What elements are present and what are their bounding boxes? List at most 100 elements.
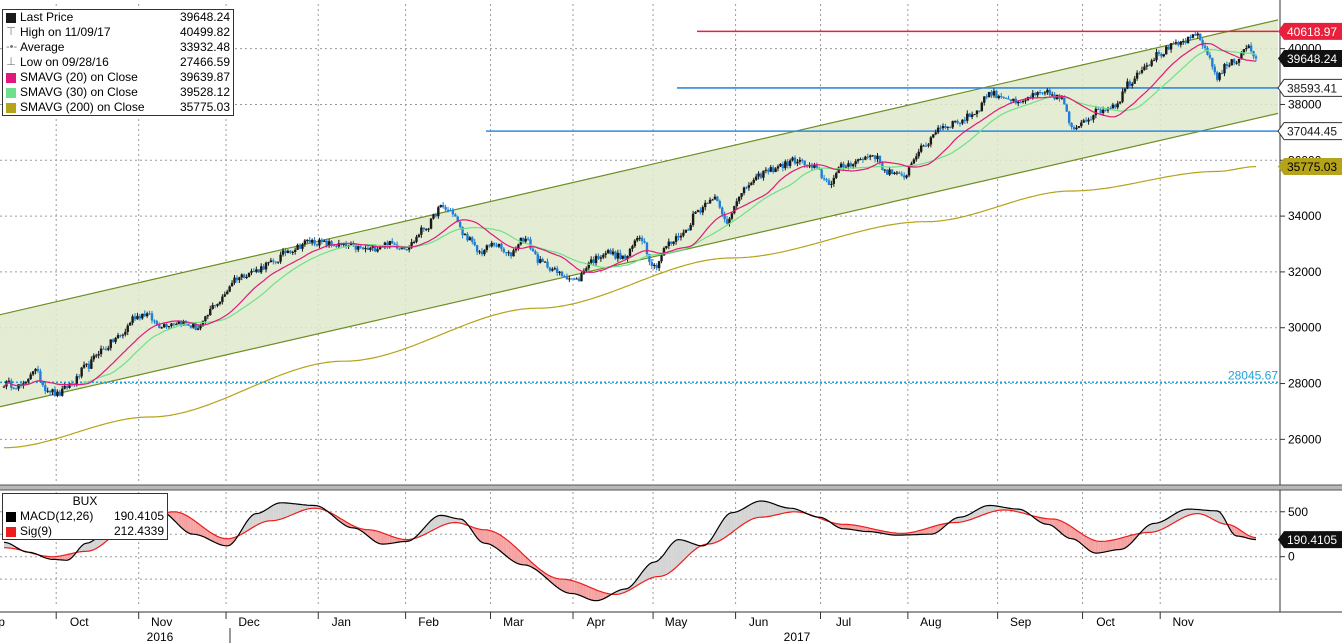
candle-body [689, 224, 692, 231]
macd-divergence-fill [865, 527, 868, 532]
candle-body [835, 172, 838, 178]
macd-divergence-fill [678, 539, 681, 566]
candle-body [866, 156, 869, 158]
macd-divergence-fill [1081, 533, 1084, 546]
macd-divergence-fill [855, 525, 859, 531]
candle-body [136, 315, 139, 320]
candle-body [973, 114, 976, 116]
month-label: Oct [70, 615, 89, 629]
macd-divergence-fill [1112, 539, 1116, 551]
macd-divergence-fill [1057, 519, 1060, 532]
candle-body [810, 165, 814, 168]
macd-divergence-fill [297, 504, 301, 513]
macd-divergence-fill [88, 541, 92, 552]
macd-divergence-fill [263, 509, 267, 523]
candle-body [400, 247, 404, 249]
candle-body [706, 202, 709, 204]
candle-body [825, 179, 828, 181]
candle-body [917, 151, 920, 157]
candle-body [704, 202, 707, 208]
macd-divergence-fill [984, 505, 987, 515]
candle-body [1240, 53, 1243, 60]
macd-divergence-fill [503, 537, 507, 557]
candle-body [801, 159, 804, 161]
legend-label: MACD(12,26) [20, 509, 94, 523]
macd-divergence-fill [489, 530, 492, 546]
macd-divergence-fill [1222, 514, 1225, 525]
macd-divergence-fill [860, 526, 863, 532]
macd-line [3, 500, 1257, 602]
candle-body [1128, 81, 1132, 86]
candle-body [286, 250, 290, 253]
macd-divergence-fill [569, 579, 572, 594]
candle-body [75, 376, 78, 385]
candle-body [670, 241, 673, 244]
candle-body [408, 247, 411, 250]
candle-body [786, 161, 789, 166]
macd-divergence-fill [261, 511, 264, 524]
candle-body [650, 261, 654, 266]
macd-divergence-fill [1061, 521, 1065, 536]
macd-divergence-fill [290, 503, 293, 516]
macd-divergence-fill [753, 501, 757, 519]
price-tick-label: 26000 [1288, 432, 1322, 446]
macd-divergence-fill [190, 518, 194, 535]
price-tick-label: 32000 [1288, 265, 1322, 279]
candle-body [1041, 92, 1044, 94]
macd-divergence-fill [506, 539, 509, 558]
candle-body [699, 210, 702, 213]
candle-body [78, 376, 81, 378]
candle-body [869, 155, 872, 158]
macd-divergence-fill [940, 523, 943, 530]
candle-body [643, 241, 646, 243]
candle-body [111, 339, 115, 342]
candle-body [444, 207, 447, 210]
macd-divergence-fill [921, 529, 924, 535]
candle-body [279, 254, 282, 262]
macd-divergence-fill [1154, 523, 1157, 532]
macd-divergence-fill [1059, 520, 1062, 534]
macd-divergence-fill [1197, 509, 1201, 514]
candle-body [327, 241, 331, 246]
candle-body [1092, 115, 1095, 120]
macd-divergence-fill [656, 559, 660, 577]
macd-divergence-fill [1188, 509, 1191, 516]
candle-body [73, 383, 76, 385]
macd-divergence-fill [1049, 518, 1053, 526]
candle-body [745, 187, 748, 189]
time-axis: Sep Oct Nov Dec Jan Feb Mar Apr May Jun Jul Aug Sep O… [0, 611, 1342, 643]
panel-divider [0, 484, 1342, 491]
candle-body [291, 251, 294, 253]
legend-sma30: SMAVG (30) on Close 39528.12 [3, 85, 233, 100]
macd-divergence-fill [178, 512, 182, 528]
macd-divergence-fill [1149, 523, 1152, 533]
candle-body [679, 235, 683, 238]
macd-divergence-fill [540, 569, 543, 575]
candle-body [56, 391, 59, 396]
legend-label: Sig(9) [20, 524, 53, 538]
candle-body [1157, 52, 1161, 54]
candle-body [497, 243, 501, 247]
candle-body [672, 241, 675, 244]
macd-divergence-fill [1200, 509, 1203, 515]
macd-divergence-fill [644, 566, 647, 582]
macd-divergence-fill [515, 547, 519, 564]
macd-divergence-fill [508, 541, 512, 560]
candle-body [551, 269, 554, 271]
macd-divergence-fill [996, 506, 999, 511]
macd-divergence-fill [212, 533, 216, 543]
macd-divergence-fill [729, 512, 732, 535]
candle-body [44, 385, 47, 392]
candle-body [919, 145, 923, 152]
macd-divergence-fill [93, 538, 97, 550]
candle-body [1215, 72, 1219, 80]
candle-body [1024, 100, 1027, 102]
candle-body [762, 170, 765, 178]
candle-body [187, 323, 190, 326]
candle-body [95, 355, 98, 357]
candle-body [301, 244, 304, 249]
candle-body [344, 243, 348, 247]
candle-body [895, 172, 899, 174]
candle-body [660, 255, 663, 262]
candle-body [293, 249, 297, 252]
